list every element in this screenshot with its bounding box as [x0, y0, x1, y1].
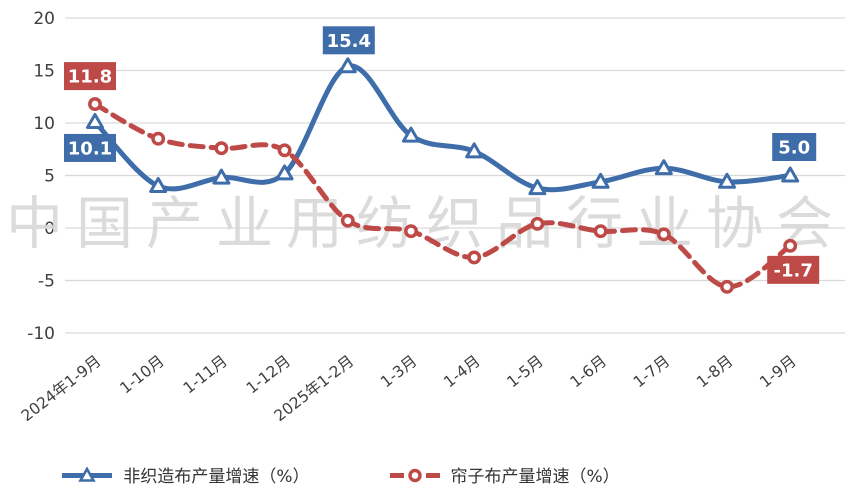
data-label-box	[64, 62, 116, 91]
marker-circle-icon	[214, 141, 229, 156]
y-tick-label: 10	[33, 114, 55, 134]
data-label-text: 5.0	[778, 138, 810, 159]
chart-legend: 非织造布产量增速（%） 帘子布产量增速（%）	[0, 462, 850, 487]
y-tick-label: 15	[33, 62, 55, 82]
y-tick-label: 5	[44, 167, 55, 187]
marker-triangle-icon	[402, 126, 420, 143]
watermark-text: 中国产业用纺织品行业协会	[6, 191, 846, 257]
x-axis-label: 1-8月	[693, 352, 736, 391]
y-tick-label: 20	[33, 9, 55, 29]
legend-label-nonwoven: 非织造布产量增速（%）	[123, 467, 310, 487]
marker-circle-icon	[88, 97, 102, 112]
cord-line-circle-icon	[389, 468, 440, 482]
x-axis-label: 1-6月	[567, 352, 610, 391]
marker-circle-icon	[720, 279, 734, 294]
x-axis-label: 1-9月	[756, 352, 799, 391]
x-axis-label: 2024年1-9月	[18, 352, 105, 425]
legend-label-cord: 帘子布产量增速（%）	[450, 467, 620, 487]
x-axis-label: 1-3月	[377, 352, 420, 391]
marker-circle-icon	[783, 238, 798, 253]
x-axis-label: 1-12月	[243, 352, 294, 397]
marker-triangle-icon	[781, 166, 800, 183]
marker-triangle-icon	[86, 112, 104, 129]
marker-circle-icon	[593, 224, 608, 239]
marker-circle-icon	[656, 227, 671, 242]
data-label-text: 15.4	[327, 31, 371, 52]
data-label-box	[64, 133, 116, 162]
marker-triangle-icon	[212, 168, 231, 185]
marker-triangle-icon	[338, 57, 357, 74]
marker-circle-icon	[530, 216, 545, 231]
marker-circle-icon	[151, 131, 166, 146]
data-label-text: 10.1	[68, 138, 112, 159]
y-tick-label: -5	[38, 272, 55, 292]
marker-circle-icon	[277, 143, 292, 158]
legend-item-cord: 帘子布产量增速（%）	[388, 462, 620, 487]
x-axis-label: 1-5月	[504, 352, 547, 391]
marker-triangle-icon	[465, 142, 484, 159]
legend-item-nonwoven: 非织造布产量增速（%）	[60, 462, 310, 487]
series-line-0	[92, 63, 793, 193]
x-axis-label: 1-7月	[630, 352, 673, 391]
marker-circle-icon	[340, 213, 355, 228]
marker-circle-icon	[467, 250, 482, 265]
line-chart-plot: 20 15 10 5 0 -5 -10 中国产业用纺织品行业协会 2024年1-9月 1-10月 1…	[6, 9, 846, 425]
data-label-text: 11.8	[68, 67, 112, 88]
marker-circle-icon	[404, 224, 418, 239]
marker-triangle-icon	[275, 164, 294, 181]
y-tick-label: 0	[44, 219, 55, 239]
data-label-box	[772, 133, 817, 161]
y-tick-label: -10	[27, 324, 55, 344]
marker-triangle-icon	[654, 159, 673, 176]
x-axis-label: 1-10月	[117, 352, 168, 397]
nonwoven-line-triangle-icon	[62, 466, 113, 482]
marker-triangle-icon	[591, 172, 610, 189]
data-label-box	[767, 255, 820, 284]
marker-triangle-icon	[149, 177, 168, 193]
x-axis-label: 1-4月	[440, 352, 483, 391]
marker-triangle-icon	[528, 179, 547, 196]
data-label-box	[322, 26, 375, 55]
data-label-text: -1.7	[774, 260, 813, 281]
x-axis-label: 1-11月	[180, 352, 231, 397]
marker-triangle-icon	[718, 172, 736, 189]
